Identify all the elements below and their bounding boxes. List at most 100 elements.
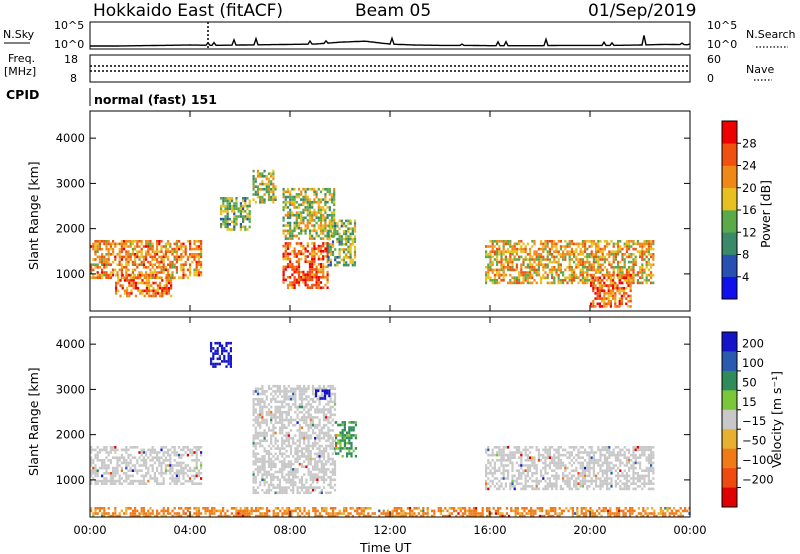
power-cell bbox=[156, 289, 159, 293]
power-cell bbox=[156, 271, 159, 274]
power-cell bbox=[160, 271, 163, 274]
velocity-cell bbox=[303, 436, 306, 440]
velocity-cell bbox=[214, 365, 217, 368]
power-cell bbox=[289, 237, 292, 240]
velocity-cell bbox=[294, 460, 297, 463]
velocity-cell bbox=[265, 481, 268, 484]
velocity-cell bbox=[96, 469, 99, 472]
power-cell bbox=[524, 250, 527, 253]
power-cell bbox=[612, 281, 615, 285]
velocity-cell bbox=[305, 444, 308, 448]
power-cell bbox=[353, 222, 357, 225]
velocity-cell bbox=[276, 457, 279, 461]
velocity-cell bbox=[634, 482, 637, 485]
power-cell bbox=[96, 263, 99, 266]
velocity-cell bbox=[214, 362, 217, 366]
velocity-cell bbox=[524, 464, 527, 467]
power-cell bbox=[120, 240, 123, 243]
velocity-cell bbox=[285, 416, 288, 419]
power-cell bbox=[520, 266, 523, 269]
power-cell bbox=[129, 245, 132, 248]
power-cell bbox=[588, 279, 591, 282]
velocity-cell bbox=[540, 474, 543, 478]
power-cell bbox=[267, 177, 271, 181]
power-cell bbox=[493, 250, 496, 253]
velocity-cell bbox=[489, 461, 492, 465]
velocity-cell bbox=[628, 461, 631, 465]
velocity-cell bbox=[274, 431, 277, 435]
power-cell bbox=[267, 180, 271, 183]
power-cell bbox=[511, 266, 514, 269]
power-cell bbox=[531, 263, 534, 266]
velocity-cell bbox=[156, 509, 159, 513]
y-tick-label: 3000 bbox=[56, 176, 85, 190]
velocity-cell bbox=[314, 431, 317, 435]
power-cell bbox=[632, 276, 635, 279]
velocity-cell bbox=[303, 434, 306, 437]
velocity-cell bbox=[335, 444, 338, 448]
velocity-cell bbox=[526, 469, 529, 472]
power-cell bbox=[487, 266, 490, 269]
power-cell bbox=[120, 247, 123, 251]
velocity-cell bbox=[634, 446, 637, 449]
power-cell bbox=[228, 217, 231, 221]
power-cell bbox=[620, 297, 623, 300]
power-cell bbox=[606, 279, 609, 282]
velocity-cell bbox=[623, 456, 626, 459]
power-cell bbox=[302, 200, 305, 204]
power-cell bbox=[261, 198, 264, 201]
velocity-cell bbox=[189, 507, 192, 510]
velocity-cell bbox=[608, 446, 611, 449]
velocity-cell bbox=[96, 456, 99, 459]
power-cell bbox=[284, 224, 287, 227]
velocity-cell bbox=[225, 349, 228, 353]
power-cell bbox=[254, 185, 257, 188]
power-cell bbox=[628, 266, 631, 269]
power-cell bbox=[629, 297, 632, 300]
velocity-cell bbox=[318, 449, 321, 453]
power-cell bbox=[537, 260, 540, 264]
power-cell bbox=[520, 250, 523, 253]
velocity-cell bbox=[318, 387, 321, 391]
power-cell bbox=[228, 223, 231, 226]
velocity-cell bbox=[542, 461, 545, 465]
velocity-cell bbox=[553, 459, 556, 462]
power-cell bbox=[94, 242, 97, 246]
power-cell bbox=[620, 286, 623, 290]
power-cell bbox=[160, 245, 163, 248]
power-cell bbox=[319, 257, 323, 261]
velocity-cell bbox=[584, 477, 587, 480]
power-cell bbox=[652, 242, 655, 246]
power-cell bbox=[297, 257, 301, 261]
velocity-cell bbox=[140, 448, 143, 452]
power-cell bbox=[542, 268, 545, 272]
power-cell bbox=[293, 250, 296, 253]
velocity-cell bbox=[322, 423, 326, 427]
velocity-cell bbox=[256, 442, 260, 445]
velocity-cell bbox=[229, 341, 232, 345]
power-cell bbox=[286, 206, 290, 209]
power-cell bbox=[489, 260, 492, 264]
power-cell bbox=[590, 302, 593, 306]
velocity-cell bbox=[348, 439, 351, 442]
velocity-cell bbox=[487, 477, 490, 480]
velocity-cell bbox=[535, 479, 538, 483]
power-cell bbox=[145, 273, 148, 277]
power-cell bbox=[293, 200, 296, 204]
velocity-cell bbox=[314, 488, 317, 492]
power-cell bbox=[524, 271, 527, 274]
velocity-cell bbox=[200, 472, 203, 475]
velocity-cell bbox=[318, 470, 321, 474]
power-cell bbox=[319, 219, 323, 222]
power-cell bbox=[291, 195, 294, 199]
velocity-cell bbox=[533, 487, 536, 491]
velocity-cell bbox=[309, 397, 312, 401]
power-cell bbox=[313, 198, 316, 201]
velocity-cell bbox=[298, 387, 301, 391]
power-cell bbox=[338, 232, 341, 236]
velocity-cell bbox=[327, 426, 330, 430]
power-cell bbox=[629, 279, 632, 282]
power-cell bbox=[156, 286, 159, 290]
velocity-cell bbox=[329, 395, 332, 398]
power-cell bbox=[621, 247, 624, 251]
